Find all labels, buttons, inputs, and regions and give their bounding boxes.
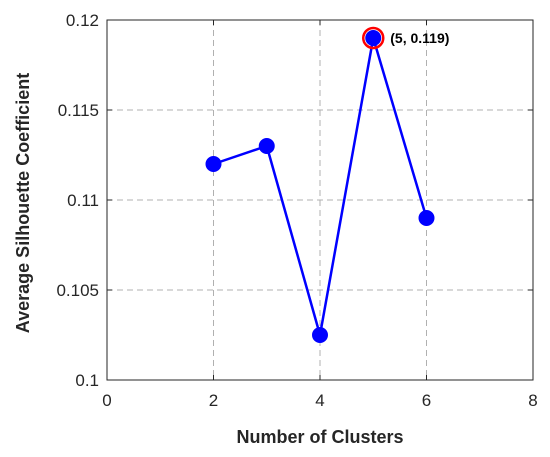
data-point: [258, 138, 275, 154]
x-tick-label: 0: [102, 391, 111, 410]
data-point: [418, 210, 435, 226]
x-tick-label: 4: [315, 391, 324, 410]
grid-lines: [107, 20, 533, 380]
x-tick-label: 6: [422, 391, 431, 410]
data-point: [205, 156, 222, 172]
x-tick-label: 2: [209, 391, 218, 410]
annotations: (5, 0.119): [362, 26, 449, 50]
y-tick-label: 0.1: [75, 371, 99, 390]
x-axis-title: Number of Clusters: [236, 427, 403, 447]
y-axis-title: Average Silhouette Coefficient: [13, 73, 33, 333]
x-tick-label: 8: [528, 391, 537, 410]
axis-ticks: 0 2 4 6 8 0.1 0.105 0.11 0.115 0.12: [56, 11, 537, 410]
highlight-label: (5, 0.119): [390, 30, 449, 46]
y-tick-label: 0.105: [56, 281, 99, 300]
highlight-ring: [362, 26, 385, 50]
data-series: [205, 30, 435, 343]
y-tick-label: 0.12: [66, 11, 99, 30]
data-point: [312, 327, 328, 343]
data-point: [365, 30, 382, 46]
y-tick-label: 0.11: [67, 191, 99, 210]
y-tick-label: 0.115: [58, 101, 99, 120]
